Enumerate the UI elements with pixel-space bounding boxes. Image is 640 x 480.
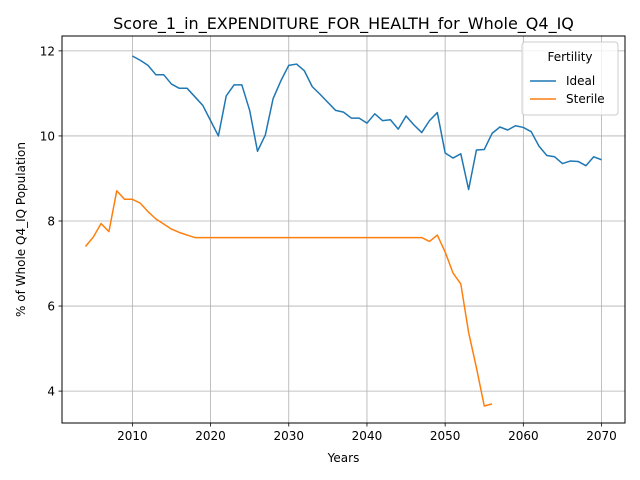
legend: Fertility Ideal Sterile [522,42,618,115]
x-tick-label: 2070 [586,429,617,443]
chart-title: Score_1_in_EXPENDITURE_FOR_HEALTH_for_Wh… [113,14,574,34]
y-tick-label: 12 [40,44,55,58]
x-tick-label: 2040 [352,429,383,443]
legend-label-sterile: Sterile [566,92,605,106]
x-tick-label: 2050 [430,429,461,443]
x-tick-label: 2010 [117,429,148,443]
y-tick-label: 8 [47,214,55,228]
x-tick-label: 2060 [508,429,539,443]
legend-label-ideal: Ideal [566,74,595,88]
y-axis-label: % of Whole Q4_IQ Population [14,142,28,317]
legend-title: Fertility [547,50,592,64]
x-tick-label: 2020 [195,429,226,443]
y-tick-label: 10 [40,129,55,143]
y-tick-label: 4 [47,385,55,399]
x-axis-label: Years [327,451,360,465]
x-tick-label: 2030 [273,429,304,443]
y-tick-label: 6 [47,300,55,314]
